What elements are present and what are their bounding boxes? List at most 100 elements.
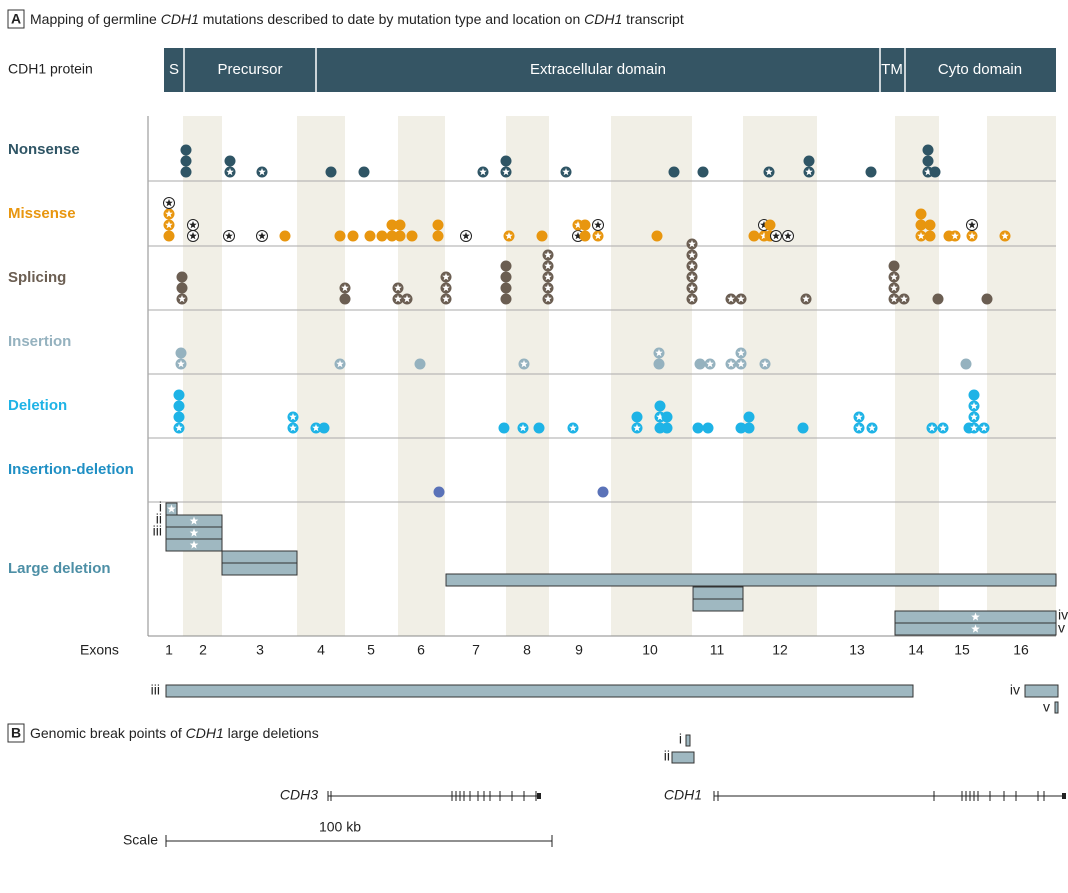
star — [520, 360, 528, 368]
star — [855, 413, 863, 421]
mutation-dot — [702, 422, 714, 434]
star — [574, 221, 582, 229]
mutation-dot — [661, 422, 673, 434]
mutation-dot — [536, 230, 548, 242]
mutation-dot — [176, 282, 188, 294]
star — [403, 295, 411, 303]
breakpoint-label: v — [1043, 699, 1050, 715]
mutation-dot — [743, 411, 755, 423]
exon-label: 6 — [417, 642, 425, 658]
gene-label: CDH1 — [664, 787, 702, 803]
star — [688, 295, 696, 303]
star — [505, 232, 513, 240]
exon-shade — [398, 116, 445, 636]
star — [544, 273, 552, 281]
mutation-dot — [173, 389, 185, 401]
mutation-dot — [394, 219, 406, 231]
title-part: transcript — [622, 11, 684, 27]
exon-label: 12 — [772, 642, 788, 658]
star — [165, 221, 173, 229]
star — [502, 168, 510, 176]
mutation-dot — [694, 358, 706, 370]
mutation-dot — [697, 166, 709, 178]
mutation-dot — [915, 219, 927, 231]
scale-label: Scale — [123, 832, 158, 848]
star — [189, 516, 199, 525]
mutation-dot — [500, 293, 512, 305]
mutation-dot — [915, 208, 927, 220]
star — [594, 232, 602, 240]
exon-label: 16 — [1013, 642, 1029, 658]
mutation-dot — [922, 144, 934, 156]
mutation-dot — [386, 219, 398, 231]
star — [177, 360, 185, 368]
title-part: CDH1 — [161, 11, 199, 27]
title-part: mutations described to date by mutation … — [199, 11, 584, 27]
star — [970, 424, 978, 432]
star — [312, 424, 320, 432]
mutation-dot — [376, 230, 388, 242]
star — [225, 232, 233, 240]
star — [737, 295, 745, 303]
star — [189, 540, 199, 549]
star — [258, 168, 266, 176]
star — [939, 424, 947, 432]
star — [544, 262, 552, 270]
star — [761, 360, 769, 368]
mutation-dot — [968, 389, 980, 401]
mutation-dot — [180, 155, 192, 167]
star — [189, 528, 199, 537]
exon-shade — [987, 116, 1056, 636]
mutation-dot — [922, 155, 934, 167]
star — [772, 232, 780, 240]
mutation-dot — [500, 282, 512, 294]
mutation-dot — [743, 422, 755, 434]
star — [688, 273, 696, 281]
star — [479, 168, 487, 176]
star — [289, 424, 297, 432]
star — [544, 284, 552, 292]
mutation-dot — [224, 155, 236, 167]
protein-label: CDH1 protein — [8, 61, 93, 77]
exon-shade — [297, 116, 345, 636]
title-part: CDH1 — [584, 11, 622, 27]
exon-label: 8 — [523, 642, 531, 658]
star — [688, 262, 696, 270]
star — [519, 424, 527, 432]
star — [544, 251, 552, 259]
star — [165, 210, 173, 218]
title-part: large deletions — [224, 725, 319, 741]
deletion-label: iv — [1058, 607, 1068, 623]
exon-shade — [895, 116, 939, 636]
mutation-dot — [803, 155, 815, 167]
mutation-dot — [414, 358, 426, 370]
star — [765, 168, 773, 176]
protein-bar — [164, 48, 1056, 92]
deletion-label: ii — [156, 511, 162, 527]
star — [594, 221, 602, 229]
star — [737, 360, 745, 368]
row-label: Splicing — [8, 269, 66, 286]
star — [442, 295, 450, 303]
mutation-dot — [924, 219, 936, 231]
gene-label: CDH3 — [280, 787, 318, 803]
breakpoint-bar — [671, 751, 695, 764]
star — [784, 232, 792, 240]
gene-end — [537, 793, 541, 799]
exon-label: 14 — [908, 642, 924, 658]
mutation-dot — [500, 271, 512, 283]
mutation-dot — [406, 230, 418, 242]
star — [727, 295, 735, 303]
star — [167, 504, 176, 513]
mutation-dot — [932, 293, 944, 305]
breakpoint-label: ii — [664, 748, 670, 764]
mutation-dot — [692, 422, 704, 434]
star — [562, 168, 570, 176]
star — [175, 424, 183, 432]
mutation-dot — [960, 358, 972, 370]
exon-label: 15 — [954, 642, 970, 658]
mutation-dot — [654, 400, 666, 412]
star — [968, 221, 976, 229]
exon-label: 7 — [472, 642, 480, 658]
mutation-dot — [173, 411, 185, 423]
